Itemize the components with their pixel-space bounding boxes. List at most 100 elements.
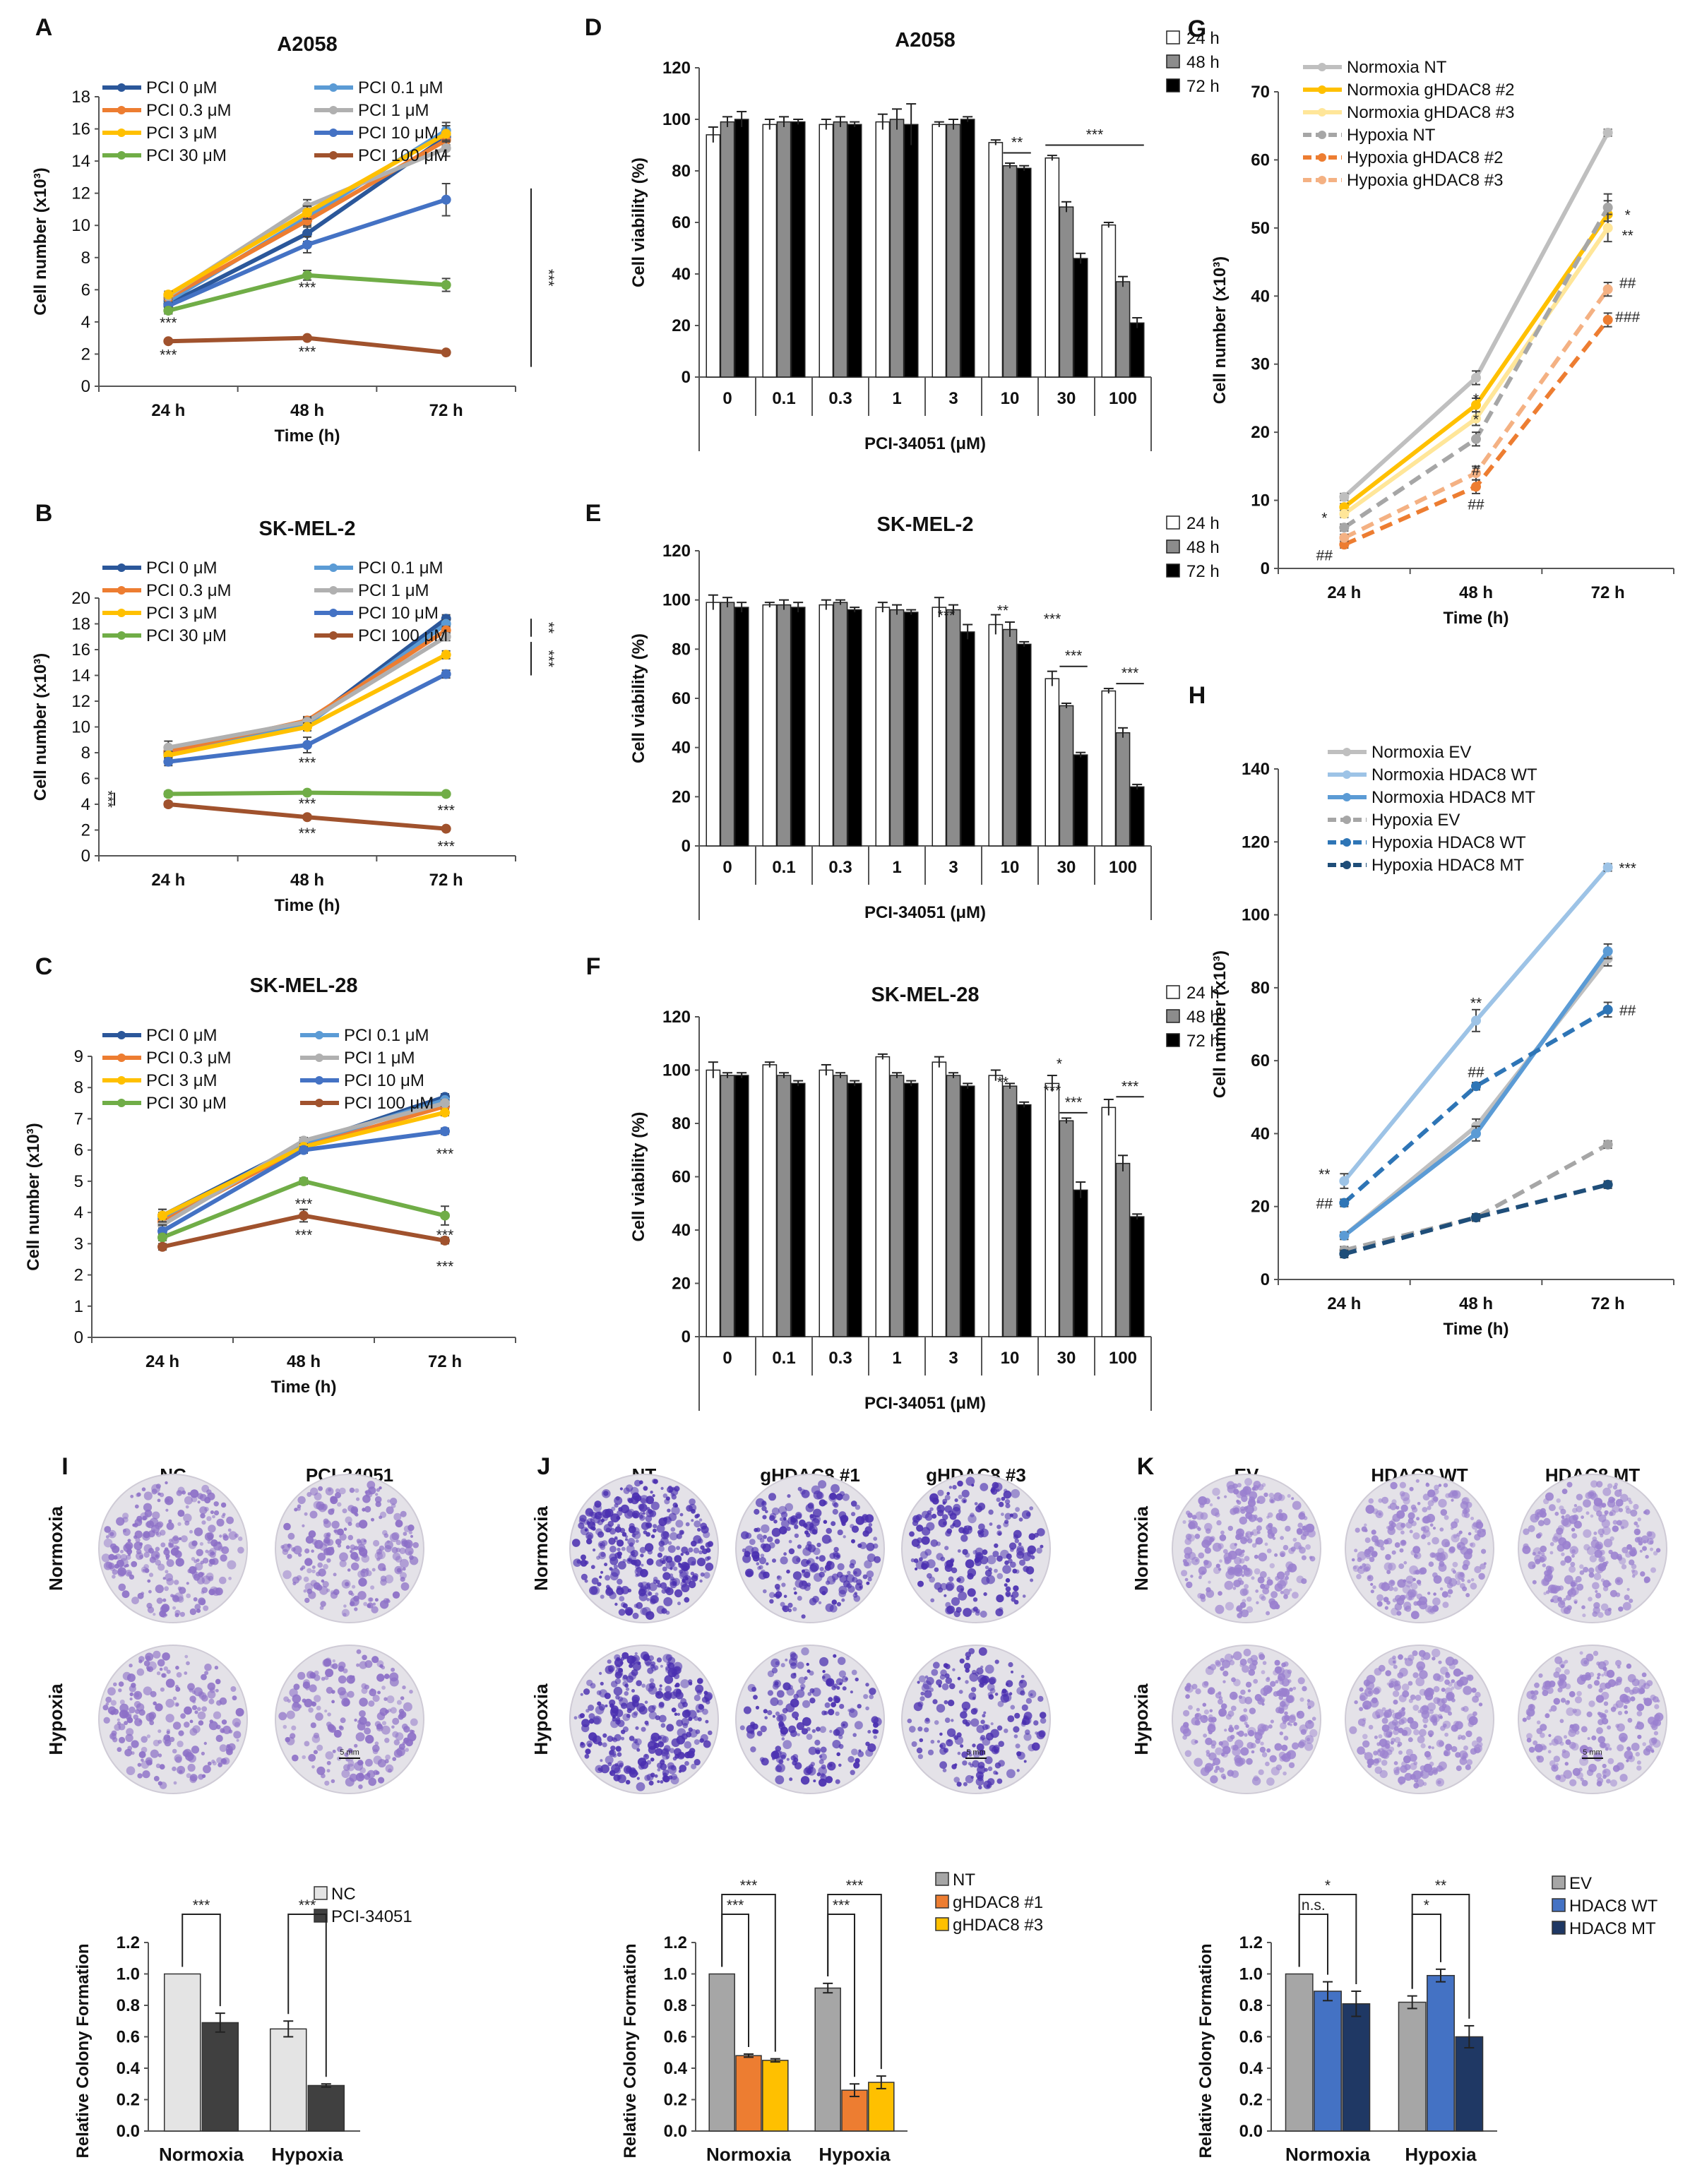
colony-spot xyxy=(1396,1515,1400,1518)
legend-marker xyxy=(329,609,338,617)
colony-spot xyxy=(153,1613,156,1616)
colony-spot xyxy=(1007,1715,1015,1723)
colony-spot xyxy=(1478,1573,1485,1580)
colony-spot xyxy=(1021,1510,1031,1520)
colony-spot xyxy=(1220,1666,1225,1671)
bar xyxy=(1101,1106,1117,1337)
x-tick-label: 72 h xyxy=(1591,583,1625,602)
legend-entry: Hypoxia gHDAC8 #2 xyxy=(1303,148,1503,167)
colony-spot xyxy=(103,1561,112,1570)
colony-spot xyxy=(1210,1508,1220,1516)
colony-spot xyxy=(1256,1530,1261,1534)
colony-spot xyxy=(580,1693,583,1696)
colony-spot xyxy=(781,1737,785,1741)
bar xyxy=(1398,2001,1427,2132)
colony-spot xyxy=(838,1670,846,1678)
significance-label: ** xyxy=(997,1075,1008,1091)
colony-spot xyxy=(155,1763,161,1769)
bar xyxy=(833,602,848,847)
legend-entry: PCI 0.1 μM xyxy=(300,1026,429,1045)
colony-spot xyxy=(1285,1525,1291,1532)
colony-spot xyxy=(403,1532,407,1536)
colony-spot xyxy=(1278,1695,1283,1700)
colony-spot xyxy=(670,1492,674,1497)
colony-spot xyxy=(694,1694,701,1702)
colony-spot xyxy=(332,1663,338,1669)
colony-spot xyxy=(600,1594,605,1599)
colony-spot xyxy=(1401,1540,1406,1545)
colony-spot xyxy=(1300,1510,1305,1516)
colony-spot xyxy=(1438,1498,1447,1508)
colony-spot xyxy=(787,1602,793,1608)
colony-spot xyxy=(135,1709,140,1714)
colony-spot xyxy=(1356,1574,1362,1580)
colony-spot xyxy=(686,1750,695,1759)
y-tick-label: 140 xyxy=(1242,760,1270,779)
colony-spot xyxy=(633,1604,638,1609)
data-point xyxy=(1602,1179,1613,1190)
colony-spot xyxy=(916,1524,924,1532)
colony-spot xyxy=(1446,1582,1453,1589)
colony-spot xyxy=(585,1709,590,1713)
colony-spot xyxy=(191,1705,198,1710)
colony-spot xyxy=(1239,1516,1248,1525)
colony-spot xyxy=(645,1611,655,1620)
colony-spot xyxy=(1036,1547,1042,1554)
colony-spot xyxy=(806,1662,809,1666)
colony-spot xyxy=(990,1729,999,1738)
colony-spot xyxy=(292,1702,301,1712)
colony-dish xyxy=(569,1645,719,1794)
bar xyxy=(1455,2036,1484,2132)
colony-spot xyxy=(1372,1585,1376,1589)
colony-spot xyxy=(311,1565,316,1569)
colony-spot xyxy=(936,1740,941,1743)
colony-spot xyxy=(648,1705,656,1713)
colony-spot xyxy=(380,1579,387,1586)
colony-spot xyxy=(349,1487,355,1493)
colony-spot xyxy=(139,1554,143,1559)
colony-spot xyxy=(201,1706,208,1712)
y-tick-label: 0.4 xyxy=(117,2059,141,2078)
colony-spot xyxy=(410,1718,418,1726)
series-5 xyxy=(1339,1179,1613,1259)
colony-spot xyxy=(924,1727,929,1733)
colony-spot xyxy=(617,1752,622,1757)
colony-spot xyxy=(972,1606,978,1612)
colony-spot xyxy=(159,1667,163,1671)
colony-spot xyxy=(207,1682,215,1691)
colony-spot xyxy=(1258,1769,1264,1775)
colony-spot xyxy=(682,1563,691,1571)
colony-spot xyxy=(292,1754,299,1762)
colony-spot xyxy=(1571,1533,1578,1539)
data-point xyxy=(1339,1231,1350,1241)
colony-spot xyxy=(1260,1724,1264,1729)
colony-spot xyxy=(1448,1711,1452,1716)
colony-spot xyxy=(1401,1683,1410,1691)
colony-spot xyxy=(400,1572,407,1580)
colony-spot xyxy=(1185,1562,1189,1566)
colony-spot xyxy=(379,1664,383,1669)
colony-spot xyxy=(286,1736,295,1746)
data-point xyxy=(302,740,312,751)
colony-spot xyxy=(646,1760,652,1765)
colony-spot xyxy=(614,1654,621,1661)
colony-spot xyxy=(807,1768,812,1774)
colony-spot xyxy=(794,1533,799,1539)
colony-spot xyxy=(600,1570,604,1574)
colony-spot xyxy=(671,1672,677,1678)
colony-spot xyxy=(112,1575,116,1579)
colony-spot xyxy=(593,1549,596,1552)
colony-spot xyxy=(1352,1565,1357,1570)
colony-spot xyxy=(403,1525,411,1532)
x-tick-label: 3 xyxy=(948,858,958,877)
colony-spot xyxy=(645,1683,654,1692)
colony-spot xyxy=(1550,1587,1557,1594)
colony-spot xyxy=(376,1673,385,1682)
colony-spot xyxy=(667,1508,671,1512)
legend-swatch xyxy=(1552,1921,1566,1935)
colony-spot xyxy=(393,1749,403,1758)
colony-spot xyxy=(609,1546,617,1553)
significance-label: *** xyxy=(299,825,316,842)
colony-spot xyxy=(596,1556,600,1561)
bar xyxy=(960,1085,975,1337)
